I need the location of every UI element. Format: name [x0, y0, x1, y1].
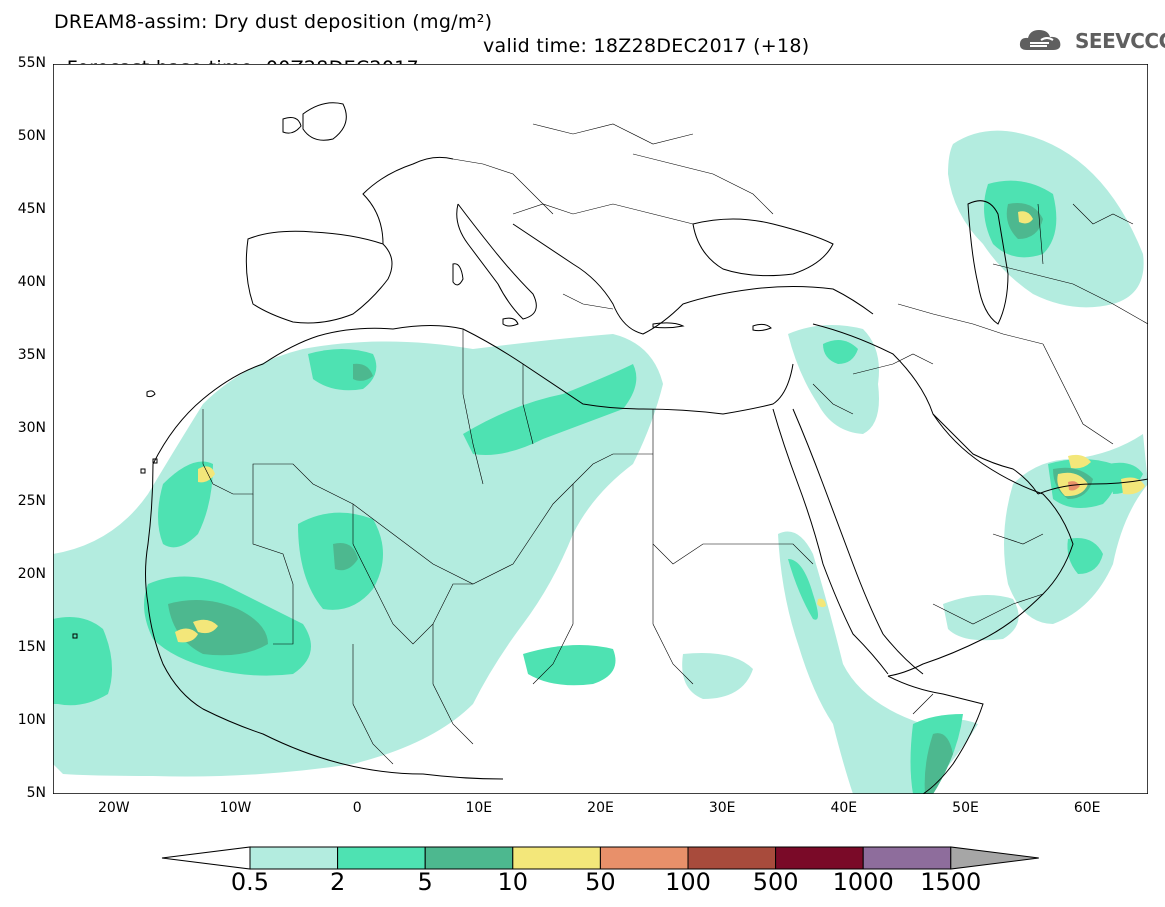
lat-label: 55N: [17, 55, 46, 71]
colorbar-segment: [337, 846, 426, 870]
lon-label: 20W: [97, 800, 130, 816]
colorbar-tick-label: 2: [329, 868, 346, 896]
lat-label: 50N: [17, 128, 46, 144]
lat-label: 30N: [17, 420, 46, 436]
colorbar-tick-label: 0.5: [230, 868, 270, 896]
valid-time-text: valid time: 18Z28DEC2017 (+18): [483, 35, 810, 57]
lon-label: 0: [352, 800, 362, 816]
colorbar-tick-label: 500: [752, 868, 799, 896]
logo-text: SEEVCCC: [1075, 29, 1165, 53]
colorbar-tick-label: 5: [417, 868, 433, 896]
lat-label: 35N: [17, 347, 46, 363]
cloud-icon: [1019, 30, 1061, 50]
colorbar-tick-label: 1500: [920, 868, 982, 896]
colorbar-segment: [775, 846, 864, 870]
lat-label: 10N: [17, 712, 46, 728]
seevccc-logo: SEEVCCC: [1017, 24, 1165, 60]
colorbar-segment: [950, 846, 1039, 870]
colorbar: [161, 846, 1039, 870]
lon-label: 10E: [465, 800, 493, 816]
lat-label: 20N: [17, 566, 46, 582]
colorbar-segment: [424, 846, 514, 870]
colorbar-segment: [512, 846, 601, 870]
lat-label: 45N: [17, 201, 46, 217]
coastlines: [72, 102, 1148, 794]
lon-label: 30E: [708, 800, 736, 816]
colorbar-segment: [161, 846, 251, 870]
map-title: DREAM8-assim: Dry dust deposition (mg/m²…: [54, 11, 493, 33]
colorbar-segment: [862, 846, 952, 870]
dust-level-50-100: [1068, 481, 1080, 491]
dust-map: [53, 64, 1148, 794]
colorbar-tick-label: 1000: [832, 868, 894, 896]
lon-label: 20E: [587, 800, 614, 816]
lat-label: 5N: [26, 785, 46, 801]
colorbar-tick-label: 100: [665, 868, 711, 896]
lat-label: 15N: [17, 639, 46, 655]
lat-label: 25N: [17, 493, 46, 509]
colorbar-tick-label: 10: [497, 868, 529, 896]
lat-label: 40N: [17, 274, 46, 290]
lon-label: 40E: [830, 800, 858, 816]
dust-level-10-50: [175, 211, 1145, 643]
lon-label: 60E: [1073, 800, 1101, 816]
colorbar-segment: [249, 846, 339, 870]
lon-label: 50E: [952, 800, 979, 816]
country-borders: [202, 123, 1148, 765]
colorbar-tick-label: 50: [585, 868, 616, 896]
lon-label: 10W: [219, 800, 252, 816]
colorbar-segment: [599, 846, 689, 870]
colorbar-segment: [687, 846, 777, 870]
